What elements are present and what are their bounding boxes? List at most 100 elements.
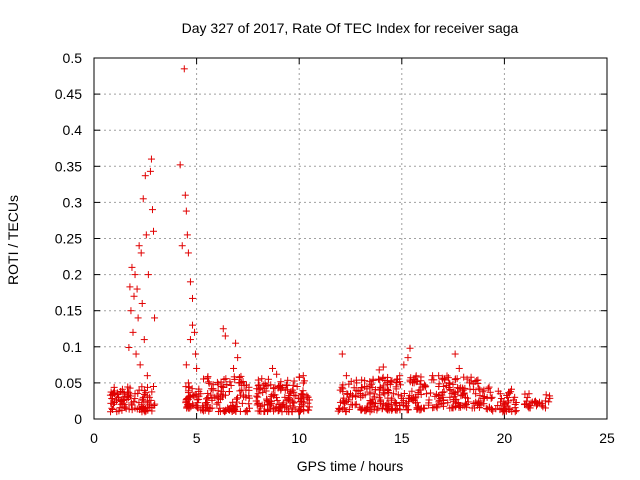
data-point (479, 388, 487, 396)
data-point (219, 325, 227, 333)
data-point (379, 389, 387, 397)
data-point (458, 391, 466, 399)
data-point (394, 391, 402, 399)
y-tick-label: 0.45 (55, 86, 82, 102)
data-point (129, 328, 137, 336)
x-axis-label: GPS time / hours (297, 458, 404, 474)
data-point (459, 386, 467, 394)
data-point (369, 399, 377, 407)
data-point (204, 373, 212, 381)
data-point (300, 377, 308, 385)
data-point (461, 384, 469, 392)
data-point (267, 381, 275, 389)
data-point (339, 397, 347, 405)
data-point (245, 394, 253, 402)
data-point (290, 391, 298, 399)
data-point (197, 390, 205, 398)
data-point (352, 400, 360, 408)
data-point (305, 406, 313, 414)
data-point (432, 402, 440, 410)
y-tick-label: 0.15 (55, 303, 82, 319)
data-point (357, 393, 365, 401)
data-point (389, 405, 397, 413)
data-point (140, 406, 148, 414)
data-point (226, 378, 234, 386)
data-point (410, 379, 418, 387)
data-point (342, 372, 350, 380)
data-point (446, 393, 454, 401)
data-point (188, 294, 196, 302)
data-point (207, 391, 215, 399)
data-point (195, 385, 203, 393)
data-point (342, 408, 350, 416)
data-point (182, 207, 190, 215)
data-point (108, 395, 116, 403)
data-point (113, 397, 121, 405)
data-point (298, 405, 306, 413)
data-point (263, 398, 271, 406)
data-point (414, 402, 422, 410)
data-point (435, 383, 443, 391)
data-point (460, 390, 468, 398)
data-point (507, 385, 515, 393)
data-point (283, 407, 291, 415)
data-point (236, 387, 244, 395)
data-point (446, 404, 454, 412)
data-point (295, 406, 303, 414)
data-point (205, 378, 213, 386)
data-point (340, 404, 348, 412)
data-point (376, 376, 384, 384)
data-point (300, 402, 308, 410)
x-tick-label: 20 (497, 430, 513, 446)
data-point (368, 398, 376, 406)
data-point (293, 383, 301, 391)
data-point (444, 374, 452, 382)
data-point (216, 404, 224, 412)
data-point (303, 392, 311, 400)
data-point (131, 271, 139, 279)
data-point (139, 195, 147, 203)
data-point (225, 406, 233, 414)
data-point (397, 381, 405, 389)
data-point (533, 400, 541, 408)
data-point (186, 336, 194, 344)
data-point (232, 339, 240, 347)
data-point (221, 408, 229, 416)
data-point (500, 406, 508, 414)
data-point (128, 263, 136, 271)
data-point (208, 394, 216, 402)
data-point (239, 378, 247, 386)
data-point (469, 380, 477, 388)
data-point (203, 395, 211, 403)
data-point (546, 392, 554, 400)
data-point (298, 398, 306, 406)
data-point (132, 350, 140, 358)
data-point (140, 390, 148, 398)
data-point (183, 231, 191, 239)
data-point (117, 388, 125, 396)
data-point (446, 386, 454, 394)
data-point (191, 328, 199, 336)
data-point (183, 401, 191, 409)
data-point (505, 397, 513, 405)
data-point (185, 383, 193, 391)
data-point (137, 249, 145, 257)
data-point (485, 383, 493, 391)
data-point (258, 375, 266, 383)
data-point (388, 406, 396, 414)
data-point (363, 403, 371, 411)
data-point (425, 396, 433, 404)
data-point (290, 377, 298, 385)
data-point (489, 407, 497, 415)
data-point (303, 393, 311, 401)
data-point (358, 376, 366, 384)
data-point (531, 397, 539, 405)
data-point (113, 408, 121, 416)
data-point (384, 373, 392, 381)
data-point (460, 373, 468, 381)
data-point (225, 388, 233, 396)
data-point (402, 403, 410, 411)
data-point (271, 384, 279, 392)
data-point (150, 227, 158, 235)
data-point (180, 65, 188, 73)
